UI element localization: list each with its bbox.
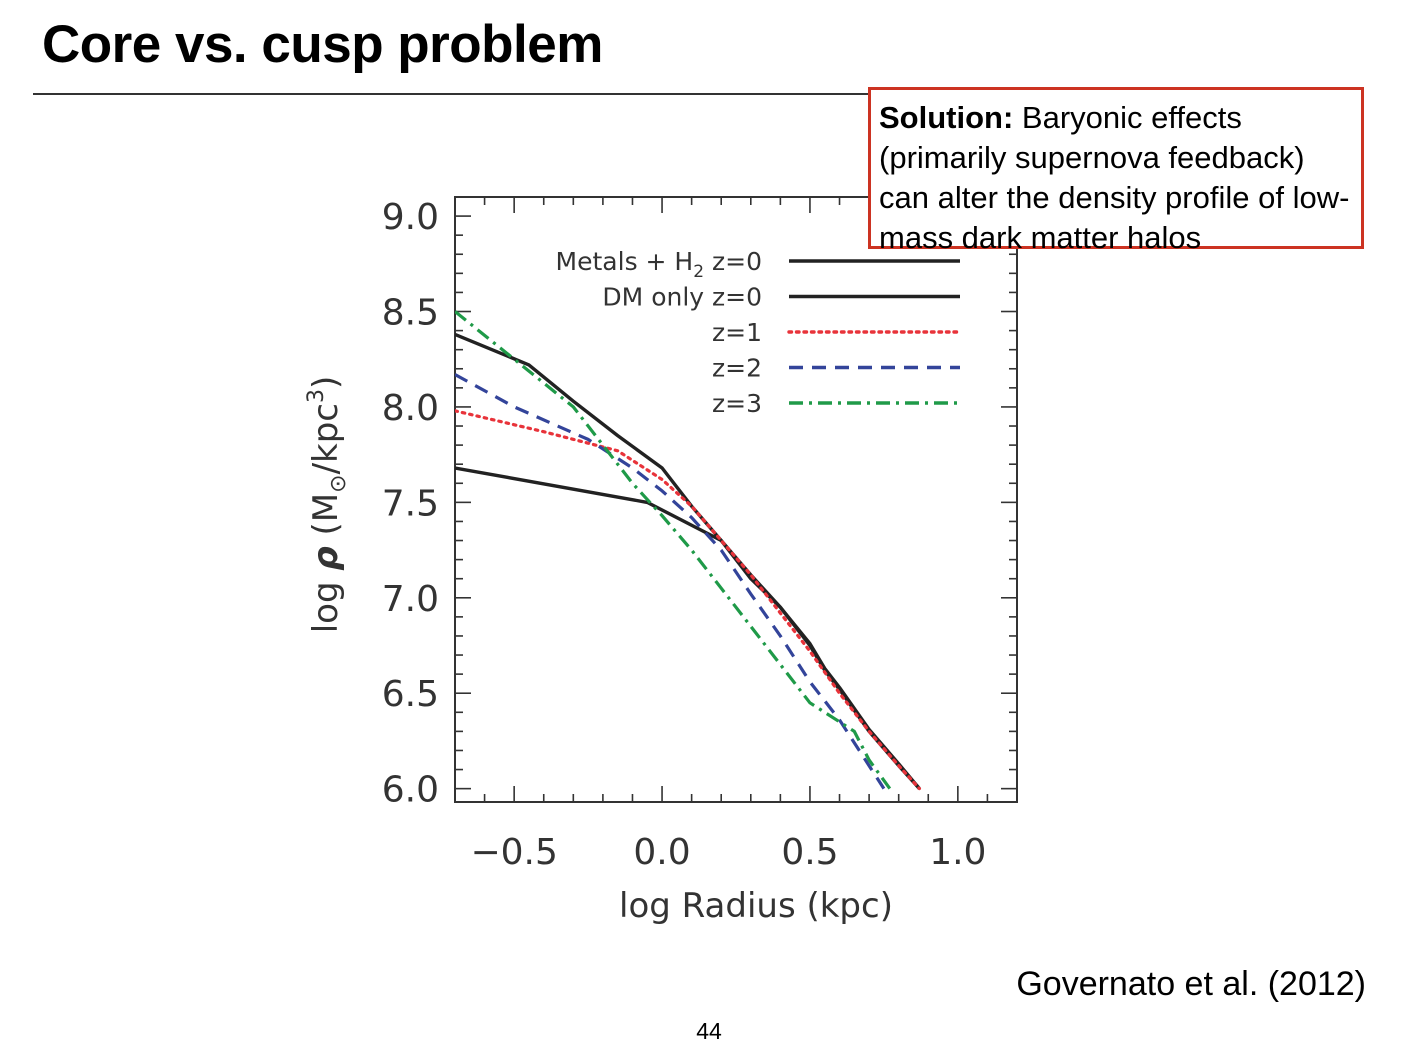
plot-frame [454, 196, 1018, 803]
legend-label-2: z=1 [712, 318, 762, 347]
legend-label-3: z=2 [712, 354, 762, 383]
series-line-1 [455, 332, 921, 790]
page-number: 44 [696, 1018, 722, 1044]
x-tick-label: 0.0 [633, 832, 690, 873]
x-tick-label: 0.5 [781, 832, 838, 873]
series-line-3 [455, 373, 886, 790]
y-tick-label: 8.5 [382, 293, 439, 334]
y-tick-label: 7.0 [382, 579, 439, 620]
series-line-0 [455, 466, 921, 790]
citation: Governato et al. (2012) [1016, 965, 1366, 1003]
solution-text: Baryonic effects (primarily supernova fe… [879, 100, 1350, 255]
solution-callout: Solution: Baryonic effects (primarily su… [868, 87, 1364, 255]
slide-title: Core vs. cusp problem [42, 15, 603, 74]
series-line-2 [455, 409, 922, 791]
series-line-4 [455, 310, 892, 790]
x-axis-title: log Radius (kpc) [619, 886, 893, 926]
y-tick-label: 7.5 [382, 483, 439, 524]
y-tick-label: 6.5 [382, 674, 439, 715]
title-divider [33, 93, 871, 95]
y-tick-label: 8.0 [382, 388, 439, 429]
legend-label-4: z=3 [712, 389, 762, 418]
legend-label-1: DM only z=0 [602, 283, 762, 312]
solution-label: Solution: [879, 100, 1014, 135]
x-tick-label: 1.0 [929, 832, 986, 873]
y-tick-label: 9.0 [382, 197, 439, 238]
y-tick-label: 6.0 [382, 770, 439, 811]
y-axis-title: log ρ (M⊙/kpc3) [304, 376, 351, 634]
legend-label-0: Metals + H2 z=0 [556, 247, 762, 282]
x-tick-label: −0.5 [470, 832, 557, 873]
